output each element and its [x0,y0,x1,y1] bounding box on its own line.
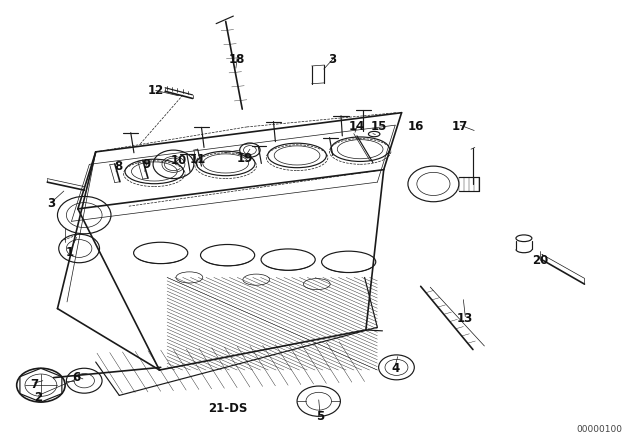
Text: 2: 2 [35,391,42,404]
Text: 14: 14 [349,121,365,134]
Text: 19: 19 [237,151,253,164]
Text: 17: 17 [452,120,468,133]
Text: 11: 11 [189,153,206,166]
Text: 4: 4 [391,362,399,375]
Text: 10: 10 [170,154,187,167]
Text: 8: 8 [114,159,122,172]
Text: 6: 6 [72,371,81,384]
Text: 20: 20 [532,254,548,267]
Text: 00000100: 00000100 [576,425,622,434]
Text: 12: 12 [147,84,164,97]
Text: 5: 5 [316,410,324,423]
Text: 9: 9 [143,158,151,171]
Text: 1: 1 [66,246,74,259]
Text: 18: 18 [229,53,245,66]
Text: 15: 15 [371,120,387,133]
Text: 3: 3 [329,53,337,66]
Text: 21-DS: 21-DS [208,402,247,415]
Text: 13: 13 [457,312,474,325]
Text: 7: 7 [31,378,38,391]
Text: 16: 16 [408,120,424,133]
Text: 3: 3 [47,198,55,211]
